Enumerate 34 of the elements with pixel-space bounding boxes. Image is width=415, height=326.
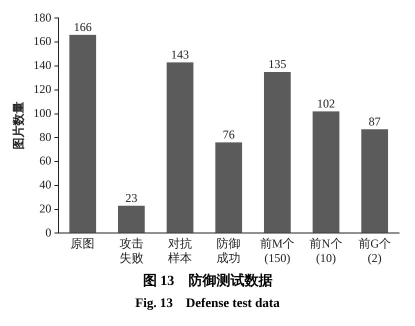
data-label: 102 <box>317 96 336 111</box>
bar <box>166 62 194 233</box>
y-tick-label: 160 <box>33 34 52 48</box>
y-axis-title: 图片数量 <box>11 102 26 150</box>
x-tick-label: 对抗样本 <box>168 236 192 265</box>
text: Fig. 13 Defense test data <box>134 294 281 312</box>
data-label: 87 <box>368 114 381 128</box>
y-tick-label: 0 <box>45 225 52 240</box>
x-tick-label: 前G个 (2) <box>358 236 392 265</box>
y-tick-label: 140 <box>33 58 52 72</box>
y-tick-label: 180 <box>33 10 52 24</box>
bar <box>215 142 242 233</box>
text: 图 13 防御测试数据 <box>142 272 274 290</box>
y-tick-label: 40 <box>39 178 52 192</box>
x-tick-label: 前M个 (150) <box>260 236 295 265</box>
y-tick-label: 120 <box>33 82 52 96</box>
data-label: 166 <box>74 20 92 34</box>
data-label: 23 <box>125 190 138 205</box>
x-tick-label: 前N个 (10) <box>310 236 342 265</box>
x-tick-label: 攻击失败 <box>119 236 144 265</box>
data-label: 135 <box>268 57 286 72</box>
y-tick-label: 60 <box>39 154 52 168</box>
bar <box>118 206 145 233</box>
y-tick-label: 100 <box>33 106 52 120</box>
bar <box>264 72 291 233</box>
x-tick-label: 防御成功 <box>216 236 241 265</box>
bar <box>361 129 388 233</box>
data-label: 143 <box>171 48 190 62</box>
y-tick-label: 20 <box>39 201 52 216</box>
bar <box>312 111 340 233</box>
data-label: 76 <box>222 128 235 142</box>
y-tick-label: 80 <box>39 130 52 144</box>
x-tick-label: 原图 <box>70 236 95 251</box>
bar <box>69 34 96 233</box>
